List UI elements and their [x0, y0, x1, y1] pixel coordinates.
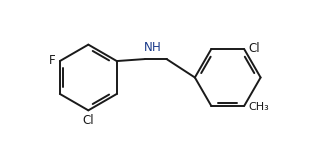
- Text: F: F: [49, 54, 56, 67]
- Text: N: N: [143, 41, 152, 54]
- Text: CH₃: CH₃: [248, 102, 269, 112]
- Text: Cl: Cl: [248, 42, 260, 55]
- Text: H: H: [152, 41, 161, 54]
- Text: Cl: Cl: [82, 114, 94, 127]
